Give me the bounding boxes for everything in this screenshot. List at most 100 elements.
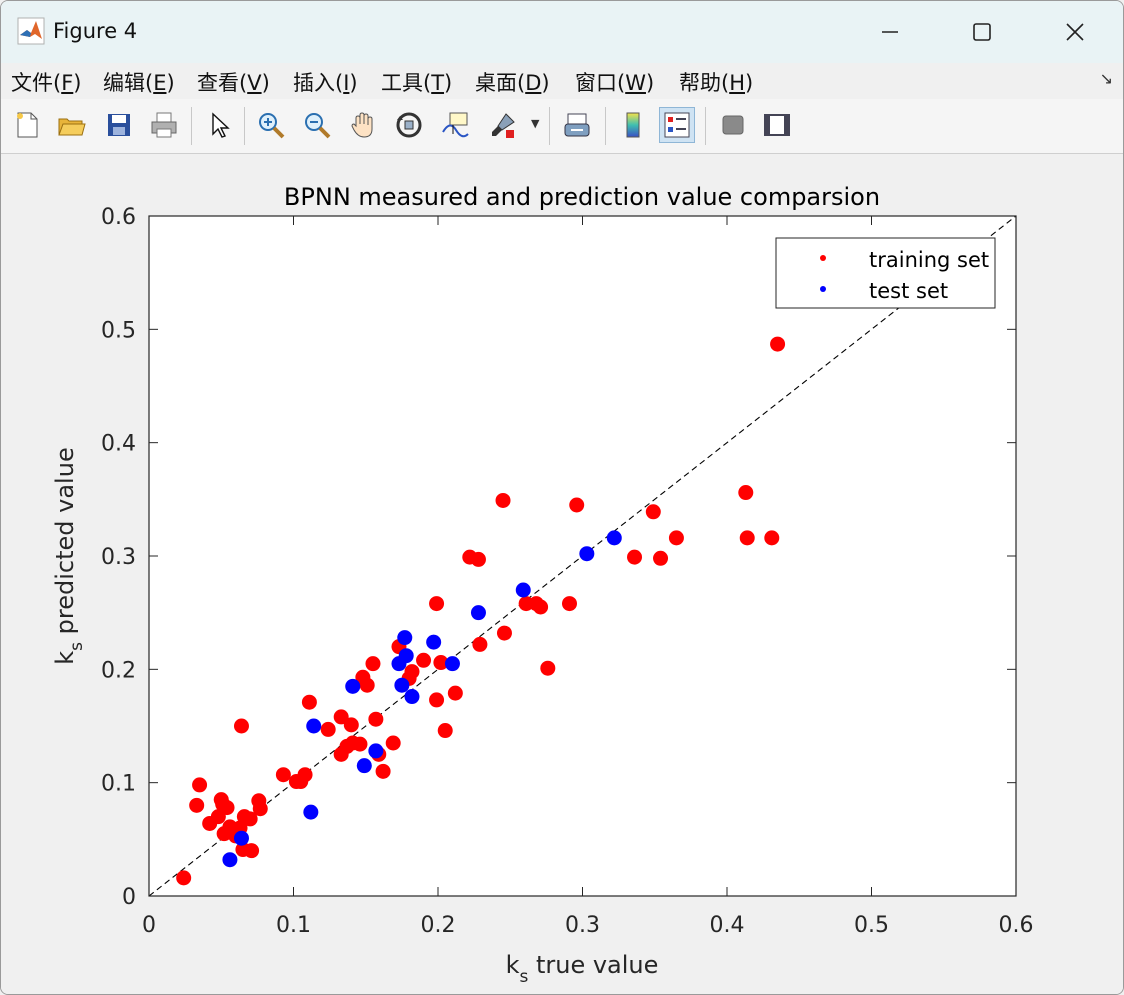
- training-point: [192, 777, 208, 793]
- x-tick-label: 0.2: [421, 913, 456, 938]
- training-point: [668, 530, 684, 546]
- test-point: [368, 743, 384, 759]
- link-plot-icon: [564, 113, 590, 137]
- training-point: [219, 800, 235, 816]
- toolbar-separator: [705, 107, 706, 145]
- maximize-button[interactable]: [959, 13, 1005, 51]
- toolbar-separator: [549, 107, 550, 145]
- menu-window[interactable]: 窗口(W): [575, 71, 655, 95]
- pan-button[interactable]: [345, 107, 381, 143]
- minimize-button[interactable]: [867, 13, 913, 51]
- toolbar-separator: [191, 107, 192, 145]
- save-button[interactable]: [101, 107, 137, 143]
- y-tick-label: 0.6: [101, 205, 136, 230]
- y-tick-label: 0.4: [101, 432, 136, 457]
- training-point: [404, 664, 420, 680]
- training-point: [320, 721, 336, 737]
- y-tick-label: 0.1: [101, 772, 136, 797]
- menu-insert[interactable]: 插入(I): [293, 71, 358, 95]
- training-point: [433, 655, 449, 671]
- scatter-plot[interactable]: 0 0.1 0.2 0.3 0.4 0.5 0.6 0 0.1 0.2 0.3 0.4 0.5 0.6 B…: [1, 154, 1123, 994]
- test-point: [426, 634, 442, 650]
- brush-button[interactable]: [485, 107, 521, 143]
- training-point: [447, 685, 463, 701]
- show-plot-tools-icon: [764, 114, 790, 136]
- training-point: [368, 711, 384, 727]
- test-point: [306, 718, 322, 734]
- title-bar[interactable]: Figure 4: [1, 1, 1123, 63]
- y-tick-label: 0.5: [101, 318, 136, 343]
- test-point: [470, 605, 486, 621]
- training-point: [540, 660, 556, 676]
- legend-marker-training: [820, 255, 826, 261]
- pan-hand-icon: [351, 112, 373, 138]
- training-point: [561, 596, 577, 612]
- insert-legend-button[interactable]: [659, 107, 695, 143]
- training-point: [770, 336, 786, 352]
- training-point: [764, 530, 780, 546]
- zoom-in-button[interactable]: [253, 107, 289, 143]
- training-point: [738, 485, 754, 501]
- test-point: [345, 678, 361, 694]
- test-point: [398, 648, 414, 664]
- hide-plot-tools-button[interactable]: [715, 107, 751, 143]
- hide-plot-tools-icon: [722, 115, 744, 135]
- dock-figure-icon[interactable]: ↘: [1099, 69, 1113, 88]
- legend-label-test: test set: [869, 279, 948, 303]
- print-button[interactable]: [146, 107, 182, 143]
- rotate-3d-button[interactable]: [391, 107, 427, 143]
- brush-icon: [492, 113, 515, 138]
- legend-box: [775, 237, 996, 309]
- zoom-out-icon: [305, 113, 331, 139]
- training-set-series: [176, 336, 786, 886]
- training-point: [343, 717, 359, 733]
- data-cursor-button[interactable]: [437, 107, 473, 143]
- x-tick-label: 0: [142, 913, 156, 938]
- matlab-logo-icon: [17, 17, 45, 45]
- test-point: [404, 689, 420, 705]
- close-button[interactable]: [1052, 13, 1098, 51]
- new-figure-button[interactable]: [9, 107, 45, 143]
- training-point: [472, 636, 488, 652]
- test-point: [356, 758, 372, 774]
- show-plot-tools-button[interactable]: [759, 107, 795, 143]
- zoom-out-button[interactable]: [299, 107, 335, 143]
- x-tick-label: 0.5: [854, 913, 889, 938]
- menu-help[interactable]: 帮助(H): [679, 71, 754, 95]
- colorbar-icon: [626, 112, 640, 138]
- open-button[interactable]: [53, 107, 89, 143]
- x-tick-label: 0.1: [276, 913, 311, 938]
- test-point: [444, 656, 460, 672]
- training-point: [739, 530, 755, 546]
- y-tick-label: 0.2: [101, 658, 136, 683]
- maximize-icon: [973, 23, 991, 41]
- brush-dropdown-icon[interactable]: ▼: [531, 117, 540, 130]
- training-point: [301, 694, 317, 710]
- training-point: [627, 549, 643, 565]
- menu-file[interactable]: 文件(F): [11, 71, 82, 95]
- pointer-icon: [212, 112, 230, 138]
- training-point: [429, 596, 445, 612]
- training-point: [645, 504, 661, 520]
- training-point: [176, 870, 192, 886]
- edit-plot-button[interactable]: [201, 107, 237, 143]
- test-point: [394, 677, 410, 693]
- link-plot-button[interactable]: [559, 107, 595, 143]
- test-point: [606, 530, 622, 546]
- x-tick-label: 0.6: [999, 913, 1034, 938]
- training-point: [496, 625, 512, 641]
- training-point: [385, 735, 401, 751]
- menu-edit[interactable]: 编辑(E): [103, 71, 175, 95]
- menu-tools[interactable]: 工具(T): [381, 71, 453, 95]
- training-point: [333, 709, 349, 725]
- menu-desktop[interactable]: 桌面(D): [475, 71, 550, 95]
- legend[interactable]: training set test set: [775, 237, 996, 309]
- training-point: [533, 599, 549, 615]
- training-point: [359, 677, 375, 693]
- training-point: [297, 767, 313, 783]
- training-point: [365, 656, 381, 672]
- insert-colorbar-button[interactable]: [615, 107, 651, 143]
- menu-view[interactable]: 查看(V): [197, 71, 270, 95]
- training-point: [352, 736, 368, 752]
- training-point: [569, 497, 585, 513]
